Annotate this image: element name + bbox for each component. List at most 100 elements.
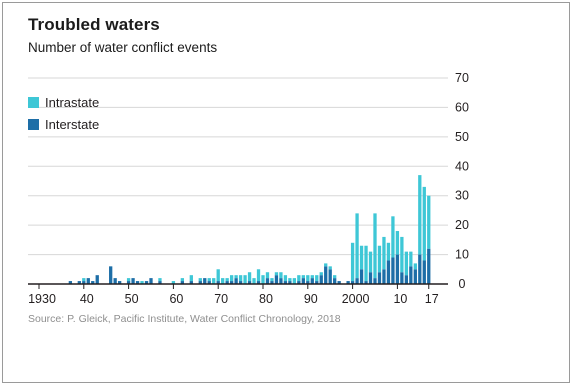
bar-intrastate-1986 xyxy=(288,278,292,282)
bar-interstate-1941 xyxy=(86,278,90,284)
bar-interstate-1974 xyxy=(234,278,238,284)
bar-interstate-1994 xyxy=(324,266,328,284)
bar-intrastate-1960 xyxy=(171,281,176,284)
bar-intrastate-1993 xyxy=(319,272,323,276)
bar-interstate-1966 xyxy=(198,281,202,284)
bar-interstate-1995 xyxy=(328,269,332,284)
bar-interstate-1979 xyxy=(256,281,261,284)
bar-intrastate-1980 xyxy=(261,275,265,284)
bar-intrastate-2008 xyxy=(386,242,391,261)
bar-intrastate-1969 xyxy=(212,278,216,284)
bar-intrastate-1975 xyxy=(238,275,243,282)
bar-intrastate-2017 xyxy=(427,195,431,249)
x-tick-label: 40 xyxy=(80,292,94,306)
bar-interstate-1986 xyxy=(288,281,292,284)
bar-interstate-2005 xyxy=(373,278,377,284)
bar-intrastate-1981 xyxy=(265,272,270,279)
x-tick-label: 2000 xyxy=(342,292,370,306)
bar-interstate-2013 xyxy=(409,266,413,284)
bar-intrastate-1979 xyxy=(256,269,261,282)
x-tick-label: 17 xyxy=(425,292,439,306)
legend-swatch-interstate xyxy=(28,119,39,130)
legend-label-intrastate: Intrastate xyxy=(45,95,99,110)
bar-intrastate-1953 xyxy=(140,281,144,284)
bar-interstate-1948 xyxy=(117,281,122,284)
chart-frame xyxy=(2,2,570,383)
bar-intrastate-1987 xyxy=(292,278,297,284)
bar-interstate-1937 xyxy=(68,281,73,284)
y-tick-label: 60 xyxy=(455,100,469,114)
bar-interstate-2015 xyxy=(418,254,422,284)
bar-interstate-1967 xyxy=(203,278,207,284)
bar-interstate-1984 xyxy=(279,278,283,284)
y-tick-label: 20 xyxy=(455,218,469,232)
bar-intrastate-2010 xyxy=(395,231,400,255)
bar-interstate-1964 xyxy=(189,281,193,284)
bar-intrastate-1991 xyxy=(310,275,314,279)
bar-interstate-1942 xyxy=(91,281,95,284)
bar-interstate-1952 xyxy=(135,281,140,284)
chart-source: Source: P. Gleick, Pacific Institute, Wa… xyxy=(28,313,341,325)
bar-interstate-1996 xyxy=(333,278,337,284)
x-tick-label: 1930 xyxy=(28,292,56,306)
bar-intrastate-2001 xyxy=(355,213,359,279)
bar-intrastate-1962 xyxy=(180,278,185,282)
bar-interstate-2008 xyxy=(386,260,391,284)
x-tick-label: 60 xyxy=(169,292,183,306)
bar-interstate-1968 xyxy=(207,281,211,284)
bar-interstate-1990 xyxy=(306,281,310,284)
bar-intrastate-1976 xyxy=(243,275,247,284)
bar-intrastate-1992 xyxy=(315,275,319,282)
bar-interstate-1991 xyxy=(310,278,314,284)
bar-interstate-2009 xyxy=(391,257,395,284)
bar-intrastate-1982 xyxy=(270,278,274,282)
bar-interstate-2001 xyxy=(355,278,359,284)
bar-interstate-1950 xyxy=(126,281,131,284)
chart-subtitle: Number of water conflict events xyxy=(28,40,218,55)
bar-intrastate-1940 xyxy=(82,278,86,282)
y-tick-label: 50 xyxy=(455,130,469,144)
x-tick-label: 90 xyxy=(304,292,318,306)
y-tick-label: 10 xyxy=(455,248,469,262)
bar-interstate-1946 xyxy=(109,266,113,284)
y-tick-label: 0 xyxy=(459,277,466,291)
bar-interstate-2006 xyxy=(377,272,382,284)
bar-interstate-1943 xyxy=(95,275,99,284)
bar-intrastate-1996 xyxy=(333,275,337,279)
bar-interstate-1993 xyxy=(319,275,323,284)
bar-intrastate-1970 xyxy=(216,269,220,282)
bar-intrastate-1984 xyxy=(279,272,283,279)
bar-intrastate-1966 xyxy=(198,278,202,282)
bar-interstate-1975 xyxy=(238,281,243,284)
chart-title: Troubled waters xyxy=(28,15,160,34)
bar-intrastate-1968 xyxy=(207,278,211,282)
bar-interstate-1940 xyxy=(82,281,86,284)
bar-intrastate-1985 xyxy=(283,275,288,282)
bar-interstate-1982 xyxy=(270,281,274,284)
bar-interstate-1962 xyxy=(180,281,185,284)
y-tick-label: 70 xyxy=(455,71,469,85)
x-tick-label: 80 xyxy=(259,292,273,306)
bar-intrastate-1977 xyxy=(247,272,252,282)
bar-intrastate-1994 xyxy=(324,263,328,267)
bar-interstate-1997 xyxy=(337,281,341,284)
bar-intrastate-1957 xyxy=(158,278,162,282)
bar-interstate-1951 xyxy=(131,278,135,284)
bar-intrastate-2014 xyxy=(413,263,417,270)
x-tick-label: 50 xyxy=(125,292,139,306)
bar-intrastate-1973 xyxy=(229,275,234,282)
bar-interstate-2007 xyxy=(382,269,386,284)
bar-intrastate-1964 xyxy=(189,275,193,282)
bar-intrastate-1978 xyxy=(252,278,256,284)
legend-swatch-intrastate xyxy=(28,97,39,108)
bar-intrastate-1995 xyxy=(328,266,332,270)
bar-intrastate-1974 xyxy=(234,275,238,279)
bar-interstate-1970 xyxy=(216,281,220,284)
y-tick-label: 40 xyxy=(455,159,469,173)
y-tick-label: 30 xyxy=(455,189,469,203)
bar-interstate-2011 xyxy=(400,272,404,284)
bar-interstate-1957 xyxy=(158,281,162,284)
bar-interstate-1988 xyxy=(297,281,301,284)
bar-interstate-1985 xyxy=(283,281,288,284)
bar-intrastate-1990 xyxy=(306,275,310,282)
